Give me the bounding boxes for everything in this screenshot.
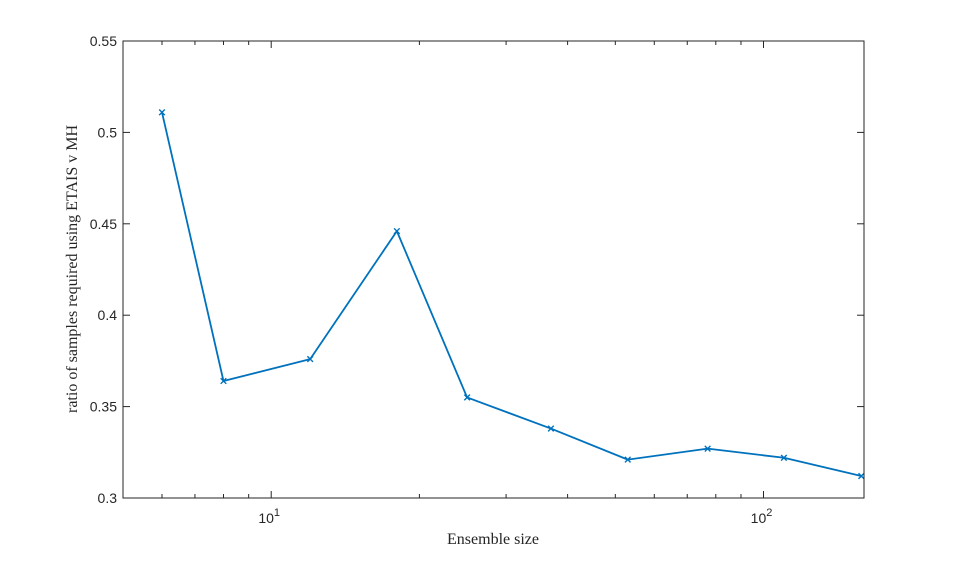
y-tick-label: 0.5 bbox=[98, 124, 118, 140]
data-point-marker bbox=[463, 394, 471, 401]
data-point-marker bbox=[158, 108, 166, 116]
x-tick-label: 101 bbox=[258, 507, 280, 526]
data-point-marker bbox=[547, 425, 555, 432]
marker-stroke bbox=[858, 472, 865, 480]
x-axis-label: Ensemble size bbox=[447, 531, 539, 548]
marker-stroke bbox=[220, 377, 227, 385]
marker-stroke bbox=[306, 355, 314, 363]
marker-stroke bbox=[393, 227, 401, 235]
data-point-marker bbox=[780, 454, 788, 462]
x-tick-label: 102 bbox=[751, 507, 773, 526]
axis-tick-labels: 0.3 0.35 0.4 0.45 0.5 0.55 101 102 bbox=[90, 33, 773, 526]
data-series bbox=[158, 108, 865, 480]
data-point-marker bbox=[704, 445, 711, 452]
data-point-marker bbox=[306, 355, 314, 363]
marker-stroke bbox=[780, 454, 788, 462]
y-tick-label: 0.45 bbox=[90, 216, 117, 232]
data-point-marker bbox=[220, 377, 227, 385]
marker-stroke bbox=[158, 108, 166, 116]
series-line bbox=[161, 112, 862, 477]
y-tick-label: 0.3 bbox=[98, 490, 118, 506]
y-tick-label: 0.55 bbox=[90, 33, 117, 49]
marker-stroke bbox=[624, 456, 632, 463]
y-tick-label: 0.35 bbox=[90, 399, 117, 415]
marker-stroke bbox=[704, 445, 711, 452]
data-point-marker bbox=[624, 456, 632, 463]
data-point-marker bbox=[858, 472, 865, 480]
plot-area bbox=[123, 41, 864, 498]
data-point-marker bbox=[393, 227, 401, 235]
marker-stroke bbox=[547, 425, 555, 432]
plot-frame bbox=[122, 40, 865, 499]
y-axis-label: ratio of samples required using ETAIS v … bbox=[64, 125, 81, 413]
marker-stroke bbox=[463, 394, 471, 401]
y-tick-label: 0.4 bbox=[98, 307, 118, 323]
